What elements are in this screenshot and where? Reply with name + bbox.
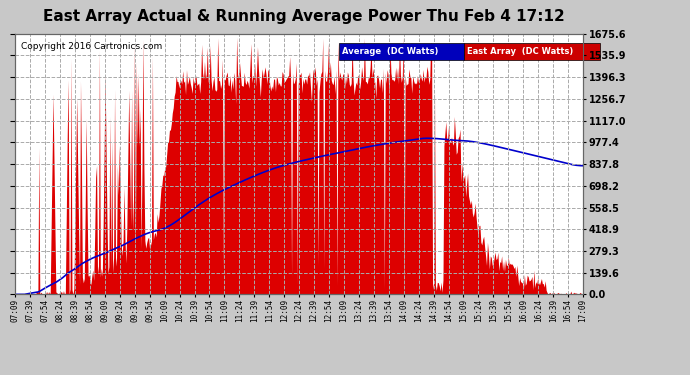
Bar — [464, 43, 600, 60]
Text: East Array Actual & Running Average Power Thu Feb 4 17:12: East Array Actual & Running Average Powe… — [43, 9, 564, 24]
Text: East Array  (DC Watts): East Array (DC Watts) — [466, 47, 573, 56]
Bar — [339, 43, 464, 60]
Text: Average  (DC Watts): Average (DC Watts) — [342, 47, 438, 56]
Text: Copyright 2016 Cartronics.com: Copyright 2016 Cartronics.com — [21, 42, 162, 51]
